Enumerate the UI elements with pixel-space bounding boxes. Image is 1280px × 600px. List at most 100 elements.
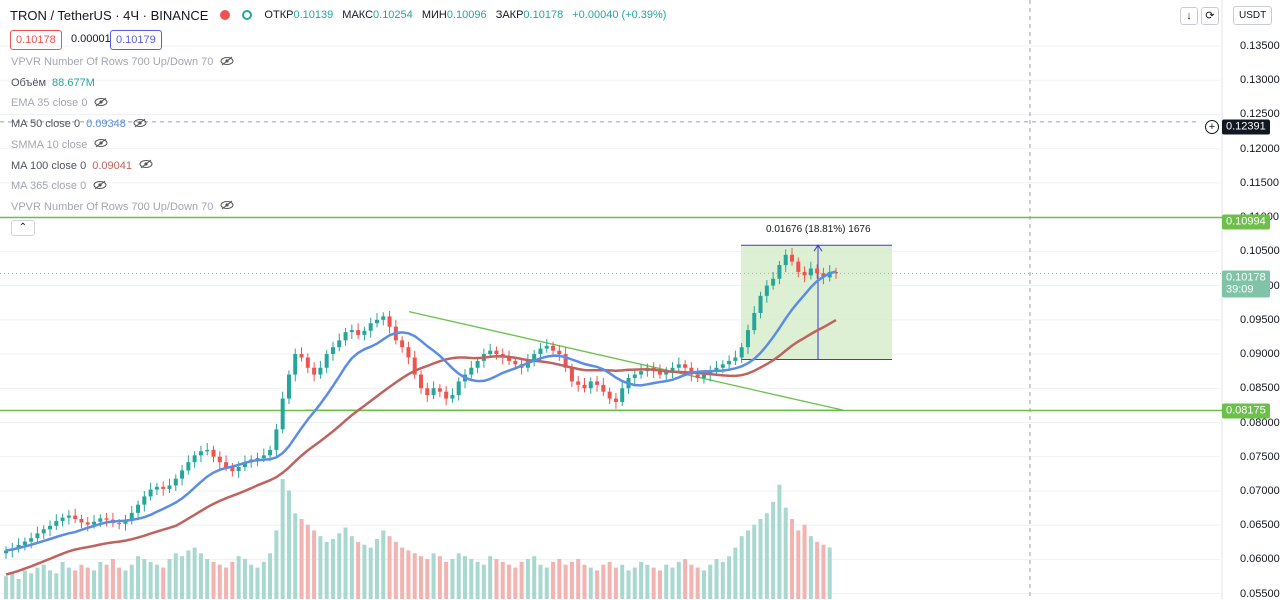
- candle-body: [29, 538, 34, 542]
- candle-body: [117, 523, 122, 525]
- price-range-box: [741, 245, 892, 360]
- candle-body: [104, 518, 109, 520]
- price-tick-label: 0.11500: [1240, 176, 1279, 189]
- price-tick-label: 0.12500: [1240, 108, 1280, 121]
- last-price-tag: 0.10178 39:09: [1222, 270, 1270, 298]
- volume-bar: [362, 544, 367, 599]
- volume-bar: [727, 556, 732, 599]
- candle-body: [437, 388, 442, 392]
- volume-bar: [154, 564, 159, 599]
- volume-bar: [230, 561, 235, 599]
- candle-body: [469, 367, 474, 375]
- candle-body: [808, 268, 813, 276]
- volume-bar: [79, 564, 84, 599]
- eye-hidden-icon[interactable]: [139, 159, 153, 172]
- price-tick-label: 0.06000: [1240, 553, 1280, 566]
- ma100-line: [5, 319, 837, 576]
- candle-body: [318, 367, 323, 375]
- volume-bar: [4, 576, 8, 599]
- candle-body: [664, 371, 669, 375]
- candle-body: [595, 381, 600, 385]
- scroll-down-icon[interactable]: ↓: [1180, 7, 1198, 25]
- volume-bar: [437, 556, 442, 599]
- candle-body: [173, 478, 178, 486]
- volume-bar: [601, 564, 606, 599]
- volume-bar: [595, 570, 600, 599]
- volume-bar: [117, 567, 122, 599]
- eye-hidden-icon[interactable]: [94, 138, 108, 151]
- reset-view-icon[interactable]: ⟳: [1201, 7, 1219, 25]
- volume-bar: [827, 547, 832, 599]
- volume-bar: [330, 539, 335, 599]
- volume-bar: [425, 559, 430, 599]
- candle-body: [745, 330, 750, 348]
- candle-body: [576, 381, 581, 385]
- eye-hidden-icon[interactable]: [220, 56, 234, 69]
- eye-hidden-icon[interactable]: [93, 180, 107, 193]
- candle-body: [54, 521, 59, 526]
- candle-body: [324, 354, 329, 368]
- volume-bar: [670, 567, 675, 599]
- indicator-row[interactable]: MA 100 close 0 0.09041: [11, 158, 153, 174]
- candle-body: [613, 398, 618, 402]
- volume-bar: [249, 564, 254, 599]
- candle-body: [513, 360, 518, 365]
- eye-hidden-icon[interactable]: [133, 118, 147, 131]
- bar-countdown: 39:09: [1226, 283, 1254, 296]
- volume-bar: [148, 561, 153, 599]
- price-tick-label: 0.06500: [1240, 519, 1280, 532]
- volume-bar: [582, 564, 587, 599]
- crosshair-add-icon[interactable]: +: [1205, 120, 1219, 134]
- candle-body: [198, 451, 203, 456]
- eye-hidden-icon[interactable]: [220, 200, 234, 213]
- indicator-row[interactable]: MA 365 close 0: [11, 178, 107, 194]
- candle-body: [821, 273, 826, 278]
- candle-body: [714, 367, 719, 372]
- price-tick-label: 0.10500: [1240, 245, 1280, 258]
- indicator-row[interactable]: Объём 88.677M: [11, 75, 95, 91]
- indicator-row[interactable]: EMA 35 close 0: [11, 95, 108, 111]
- volume-bar: [689, 564, 694, 599]
- volume-bar: [588, 567, 593, 599]
- volume-bar: [764, 513, 769, 599]
- candle-body: [167, 485, 172, 489]
- volume-bar: [613, 567, 618, 599]
- volume-bar: [676, 561, 681, 599]
- indicator-row[interactable]: SMMA 10 close: [11, 137, 108, 153]
- volume-bar: [16, 579, 21, 599]
- eye-hidden-icon[interactable]: [94, 97, 108, 110]
- candle-body: [280, 398, 285, 430]
- indicator-row[interactable]: MA 50 close 0 0.09348: [11, 116, 147, 132]
- symbol-title[interactable]: TRON / TetherUS · 4Ч · BINANCE: [10, 7, 209, 23]
- currency-selector[interactable]: USDT: [1233, 6, 1273, 25]
- indicator-label: MA 100 close 0: [11, 159, 87, 172]
- spread-value: 0.00001: [71, 33, 111, 45]
- indicator-row[interactable]: VPVR Number Of Rows 700 Up/Down 70: [11, 199, 234, 215]
- candle-body: [4, 550, 8, 554]
- indicator-row[interactable]: VPVR Number Of Rows 700 Up/Down 70: [11, 54, 234, 70]
- price-tick-label: 0.05500: [1240, 587, 1280, 600]
- candle-body: [129, 512, 134, 521]
- candle-body: [557, 350, 562, 355]
- volume-bar: [626, 570, 631, 599]
- collapse-legend-button[interactable]: ⌃: [11, 220, 35, 236]
- candle-body: [475, 360, 480, 368]
- candle-body: [657, 371, 662, 375]
- candle-body: [48, 525, 53, 530]
- candle-body: [758, 295, 763, 313]
- candle-body: [419, 374, 423, 389]
- grid-lines: [0, 0, 1223, 599]
- candle-body: [507, 357, 512, 361]
- volume-bar: [192, 547, 197, 599]
- volume-bar: [142, 559, 147, 599]
- candle-body: [802, 271, 807, 276]
- indicator-value: 0.09348: [86, 118, 126, 131]
- volume-bar: [683, 559, 688, 599]
- candle-body: [406, 347, 411, 358]
- volume-bar: [92, 570, 97, 599]
- volume-bar: [569, 561, 574, 599]
- buy-price-button[interactable]: 0.10179: [110, 30, 162, 50]
- sell-price-button[interactable]: 0.10178: [10, 30, 62, 50]
- candle-body: [242, 462, 247, 467]
